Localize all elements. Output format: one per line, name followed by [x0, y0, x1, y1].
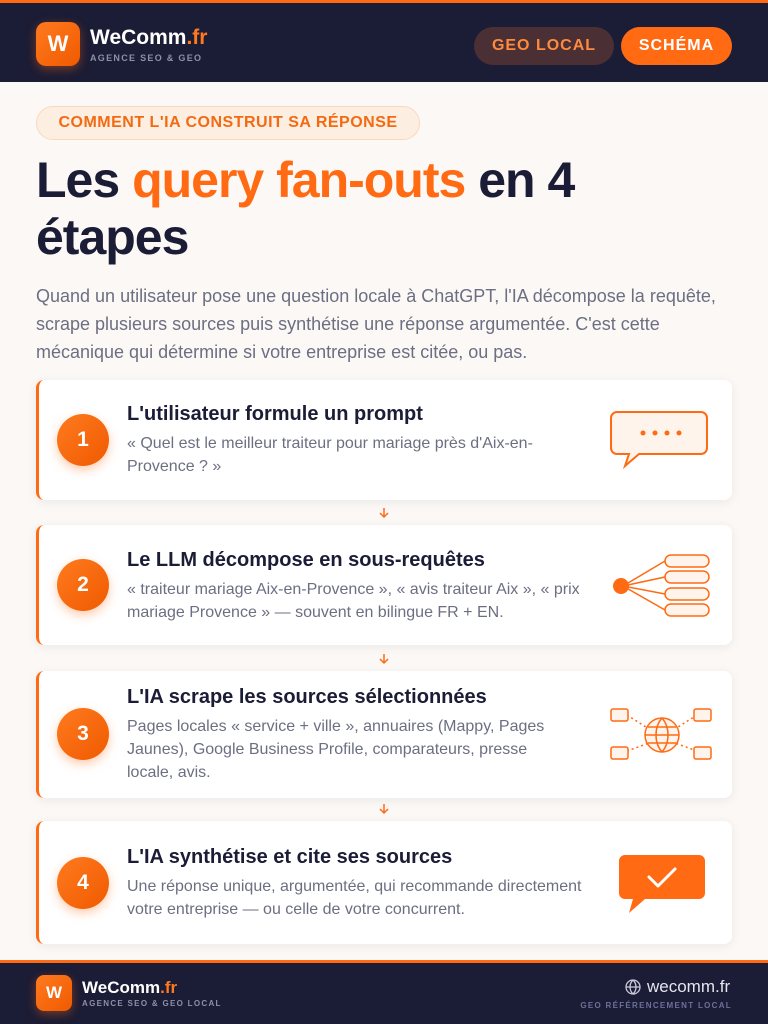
step-number: 1	[57, 414, 109, 466]
title-text: en 4 étapes	[36, 152, 575, 265]
brand-suffix: .fr	[160, 978, 178, 997]
step-card: 2 Le LLM décompose en sous-requêtes « tr…	[36, 525, 732, 645]
step-text: « traiteur mariage Aix-en-Provence », « …	[127, 581, 580, 621]
chat-icon	[610, 411, 708, 470]
logo[interactable]: W	[36, 22, 80, 66]
badge: COMMENT L'IA CONSTRUIT SA RÉPONSE	[36, 106, 420, 140]
arrow-icon	[379, 508, 389, 519]
arrow-icon	[379, 654, 389, 665]
brand-suffix: .fr	[186, 26, 208, 49]
step-title: L'IA synthétise et cite ses sources	[127, 846, 453, 868]
step-card: 1 L'utilisateur formule un prompt « Quel…	[36, 380, 732, 500]
step-number: 4	[57, 857, 109, 909]
network-icon	[610, 708, 712, 760]
tagline: AGENCE SEO & GEO LOCAL	[82, 999, 222, 1008]
footer: W WeComm.fr AGENCE SEO & GEO LOCAL wecom…	[0, 960, 768, 1024]
step-title: Le LLM décompose en sous-requêtes	[127, 549, 485, 571]
logo[interactable]: W	[36, 975, 72, 1011]
step-text: Une réponse unique, argumentée, qui reco…	[127, 878, 582, 918]
arrow-icon	[379, 804, 389, 815]
footer-subline: GEO RÉFÉRENCEMENT LOCAL	[580, 1001, 732, 1010]
globe-icon	[625, 979, 641, 995]
tagline: AGENCE SEO & GEO	[90, 53, 203, 63]
nav-button[interactable]: GEO LOCAL	[474, 27, 614, 65]
brand: WeComm.fr	[90, 26, 207, 50]
check-icon	[619, 855, 705, 913]
step-text: Pages locales « service + ville », annua…	[127, 718, 545, 781]
step-title: L'utilisateur formule un prompt	[127, 403, 423, 425]
nav-button[interactable]: SCHÉMA	[621, 27, 732, 65]
step-card: 3 L'IA scrape les sources sélectionnées …	[36, 671, 732, 798]
title: Les query fan-outs en 4 étapes	[36, 152, 716, 266]
step-number: 2	[57, 559, 109, 611]
brand-name: WeComm	[90, 26, 187, 49]
branch-icon	[613, 554, 710, 617]
brand: WeComm.fr	[82, 978, 177, 998]
title-text: Les	[36, 152, 133, 208]
footer-url[interactable]: wecomm.fr	[647, 977, 731, 996]
step-title: L'IA scrape les sources sélectionnées	[127, 686, 487, 708]
intro: Quand un utilisateur pose une question l…	[36, 286, 716, 362]
step-card: 4 L'IA synthétise et cite ses sources Un…	[36, 821, 732, 944]
step-number: 3	[57, 708, 109, 760]
brand-name: WeComm	[82, 978, 161, 997]
title-highlight: query fan-outs	[132, 152, 466, 208]
header: W WeComm.fr AGENCE SEO & GEO GEO LOCAL S…	[0, 0, 768, 82]
step-text: « Quel est le meilleur traiteur pour mar…	[127, 435, 533, 475]
